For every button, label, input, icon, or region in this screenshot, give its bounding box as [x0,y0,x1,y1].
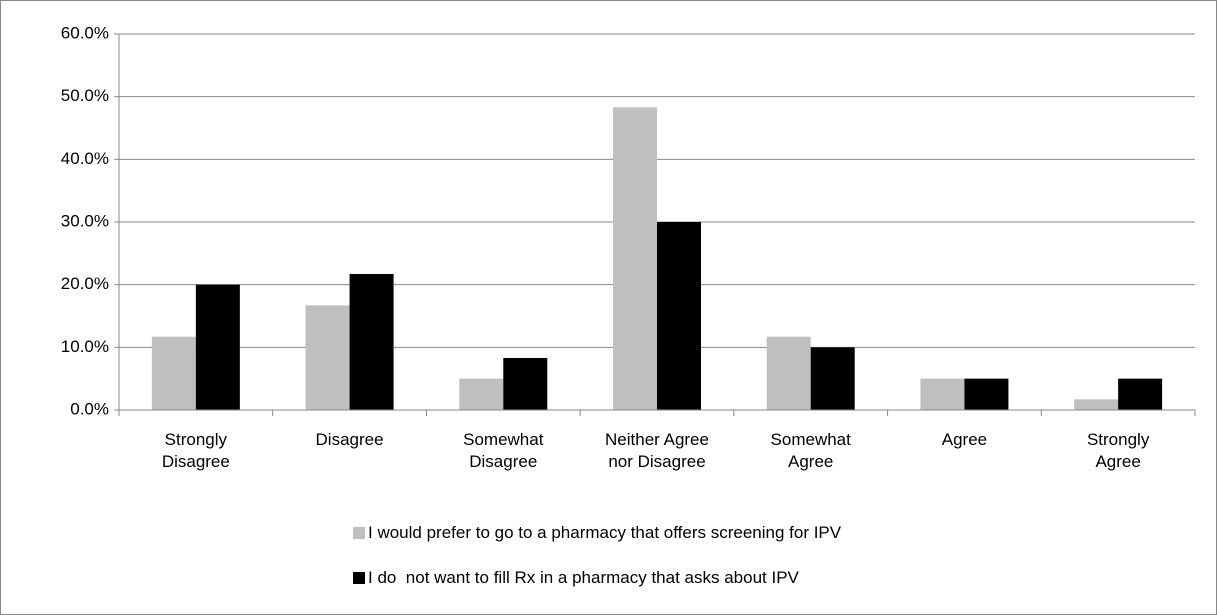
bar [1074,399,1119,410]
bar [964,378,1009,410]
bar [503,357,548,410]
x-tick-label: Disagree [315,430,384,449]
legend-item: I do not want to fill Rx in a pharmacy t… [353,568,799,588]
bar [305,305,350,410]
x-tick-label: Somewhat Agree [770,430,851,471]
y-tick-label: 0.0% [70,399,109,418]
bar [766,336,811,410]
bar [613,107,657,410]
legend-label: I do not want to fill Rx in a pharmacy t… [368,568,799,587]
bar [920,378,965,410]
bar [810,347,855,410]
x-tick-label: Strongly Agree [1086,430,1150,471]
bar [195,284,240,410]
x-tick-label: Strongly Disagree [161,430,230,471]
x-tick-label: Neither Agree nor Disagree [605,430,709,471]
y-tick-label: 60.0% [61,23,109,42]
bar [1118,378,1163,410]
bar [657,222,701,410]
bar [459,378,504,410]
y-tick-label: 10.0% [61,337,109,356]
legend-label: I would prefer to go to a pharmacy that … [368,523,842,542]
legend-swatch [353,527,365,539]
y-tick-label: 50.0% [61,86,109,105]
legend-item: I would prefer to go to a pharmacy that … [353,523,841,543]
bar [151,336,196,410]
legend-swatch [353,572,365,584]
y-tick-label: 30.0% [61,211,109,230]
x-tick-label: Somewhat Disagree [463,430,544,471]
y-tick-label: 40.0% [61,149,109,168]
y-tick-label: 20.0% [61,274,109,293]
x-tick-label: Agree [941,430,988,449]
bar [349,274,394,410]
